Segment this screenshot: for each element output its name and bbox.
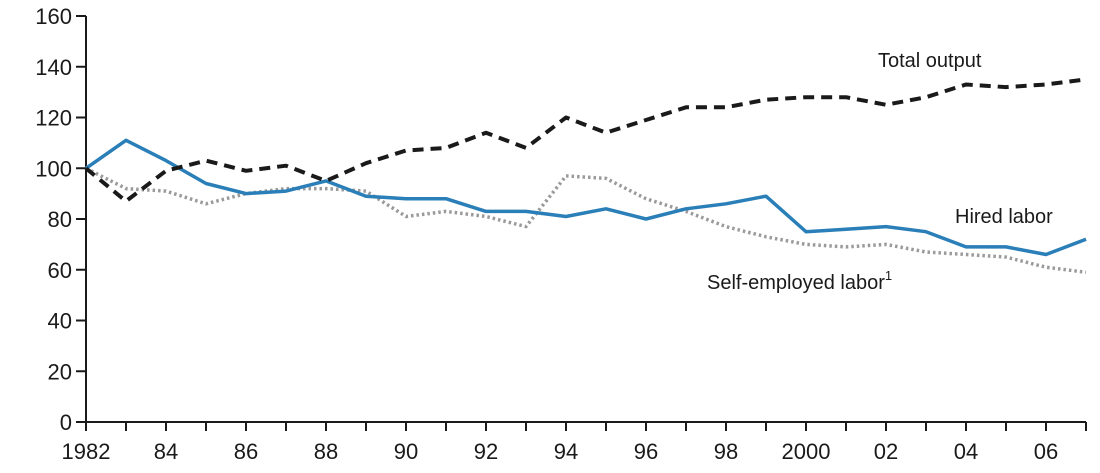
x-tick-label: 88 [314, 439, 338, 464]
y-tick-label: 20 [48, 359, 72, 384]
series-line-hired-labor [84, 138, 1087, 257]
x-tick-label: 86 [234, 439, 258, 464]
y-tick-label: 100 [35, 156, 72, 181]
x-tick-label: 92 [474, 439, 498, 464]
x-tick-label: 1982 [62, 439, 111, 464]
y-tick-label: 0 [60, 410, 72, 435]
y-tick-label: 80 [48, 207, 72, 232]
x-tick-label: 98 [714, 439, 738, 464]
y-axis-ticks: 0 20 40 60 80 100 120 140 160 [35, 4, 86, 435]
series-line-self-employed-labor [85, 166, 1087, 275]
axes [85, 16, 1086, 423]
series-label-total-output: Total output [878, 50, 982, 72]
series-label-hired-labor: Hired labor [955, 206, 1053, 228]
x-axis-ticks: 1982 84 86 88 90 92 94 96 98 2000 02 04 06 [62, 422, 1087, 464]
x-tick-label: 96 [634, 439, 658, 464]
series-label-self-employed-labor: Self-employed labor1 [707, 268, 892, 294]
series-lines [84, 77, 1087, 275]
x-tick-label: 04 [954, 439, 978, 464]
x-tick-label: 84 [154, 439, 178, 464]
x-tick-label: 90 [394, 439, 418, 464]
y-tick-label: 120 [35, 106, 72, 131]
y-tick-label: 60 [48, 258, 72, 283]
y-tick-label: 160 [35, 4, 72, 29]
x-tick-label: 06 [1034, 439, 1058, 464]
x-tick-label: 2000 [782, 439, 831, 464]
y-tick-label: 40 [48, 309, 72, 334]
series-line-total-output [84, 77, 1087, 204]
x-tick-label: 02 [874, 439, 898, 464]
x-tick-label: 94 [554, 439, 578, 464]
y-tick-label: 140 [35, 55, 72, 80]
